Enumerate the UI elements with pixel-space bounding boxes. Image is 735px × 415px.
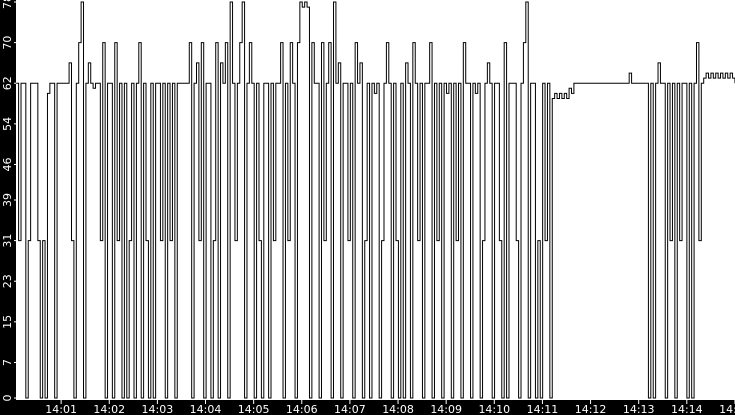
y-tick-label: 54 <box>1 117 14 131</box>
x-tick-label: 14:08 <box>382 403 414 415</box>
plot-area <box>16 0 735 400</box>
x-tick-label: 14:04 <box>190 403 222 415</box>
x-tick-label: 14:05 <box>238 403 270 415</box>
x-tick-label: 14:03 <box>142 403 174 415</box>
y-tick-label: 46 <box>1 157 14 171</box>
y-tick-label: 39 <box>1 193 14 207</box>
x-tick-label: 14:13 <box>623 403 655 415</box>
x-tick-label: 14:07 <box>334 403 366 415</box>
x-tick-label: 14:15 <box>719 403 735 415</box>
x-tick-label: 14:02 <box>93 403 125 415</box>
series-line <box>16 1 735 399</box>
x-tick-label: 14:01 <box>45 403 77 415</box>
series <box>16 1 735 399</box>
y-axis: 0 7 15 23 31 39 46 54 62 70 78 <box>1 0 18 402</box>
y-tick-label: 62 <box>1 76 14 90</box>
y-tick-label: 7 <box>1 359 14 366</box>
x-axis: 14:01 14:02 14:03 14:04 14:05 14:06 14:07 14:08… <box>45 398 735 415</box>
x-tick-label: 14:09 <box>430 403 462 415</box>
y-tick-label: 15 <box>1 315 14 329</box>
y-tick-label: 78 <box>1 0 14 9</box>
x-tick-label: 14:10 <box>478 403 510 415</box>
x-tick-label: 14:06 <box>286 403 318 415</box>
x-tick-label: 14:11 <box>527 403 559 415</box>
x-tick-label: 14:12 <box>575 403 607 415</box>
x-tick-label: 14:14 <box>671 403 703 415</box>
y-tick-label: 0 <box>1 395 14 402</box>
y-tick-label: 23 <box>1 274 14 288</box>
y-tick-label: 70 <box>1 36 14 50</box>
y-tick-label: 31 <box>1 234 14 248</box>
